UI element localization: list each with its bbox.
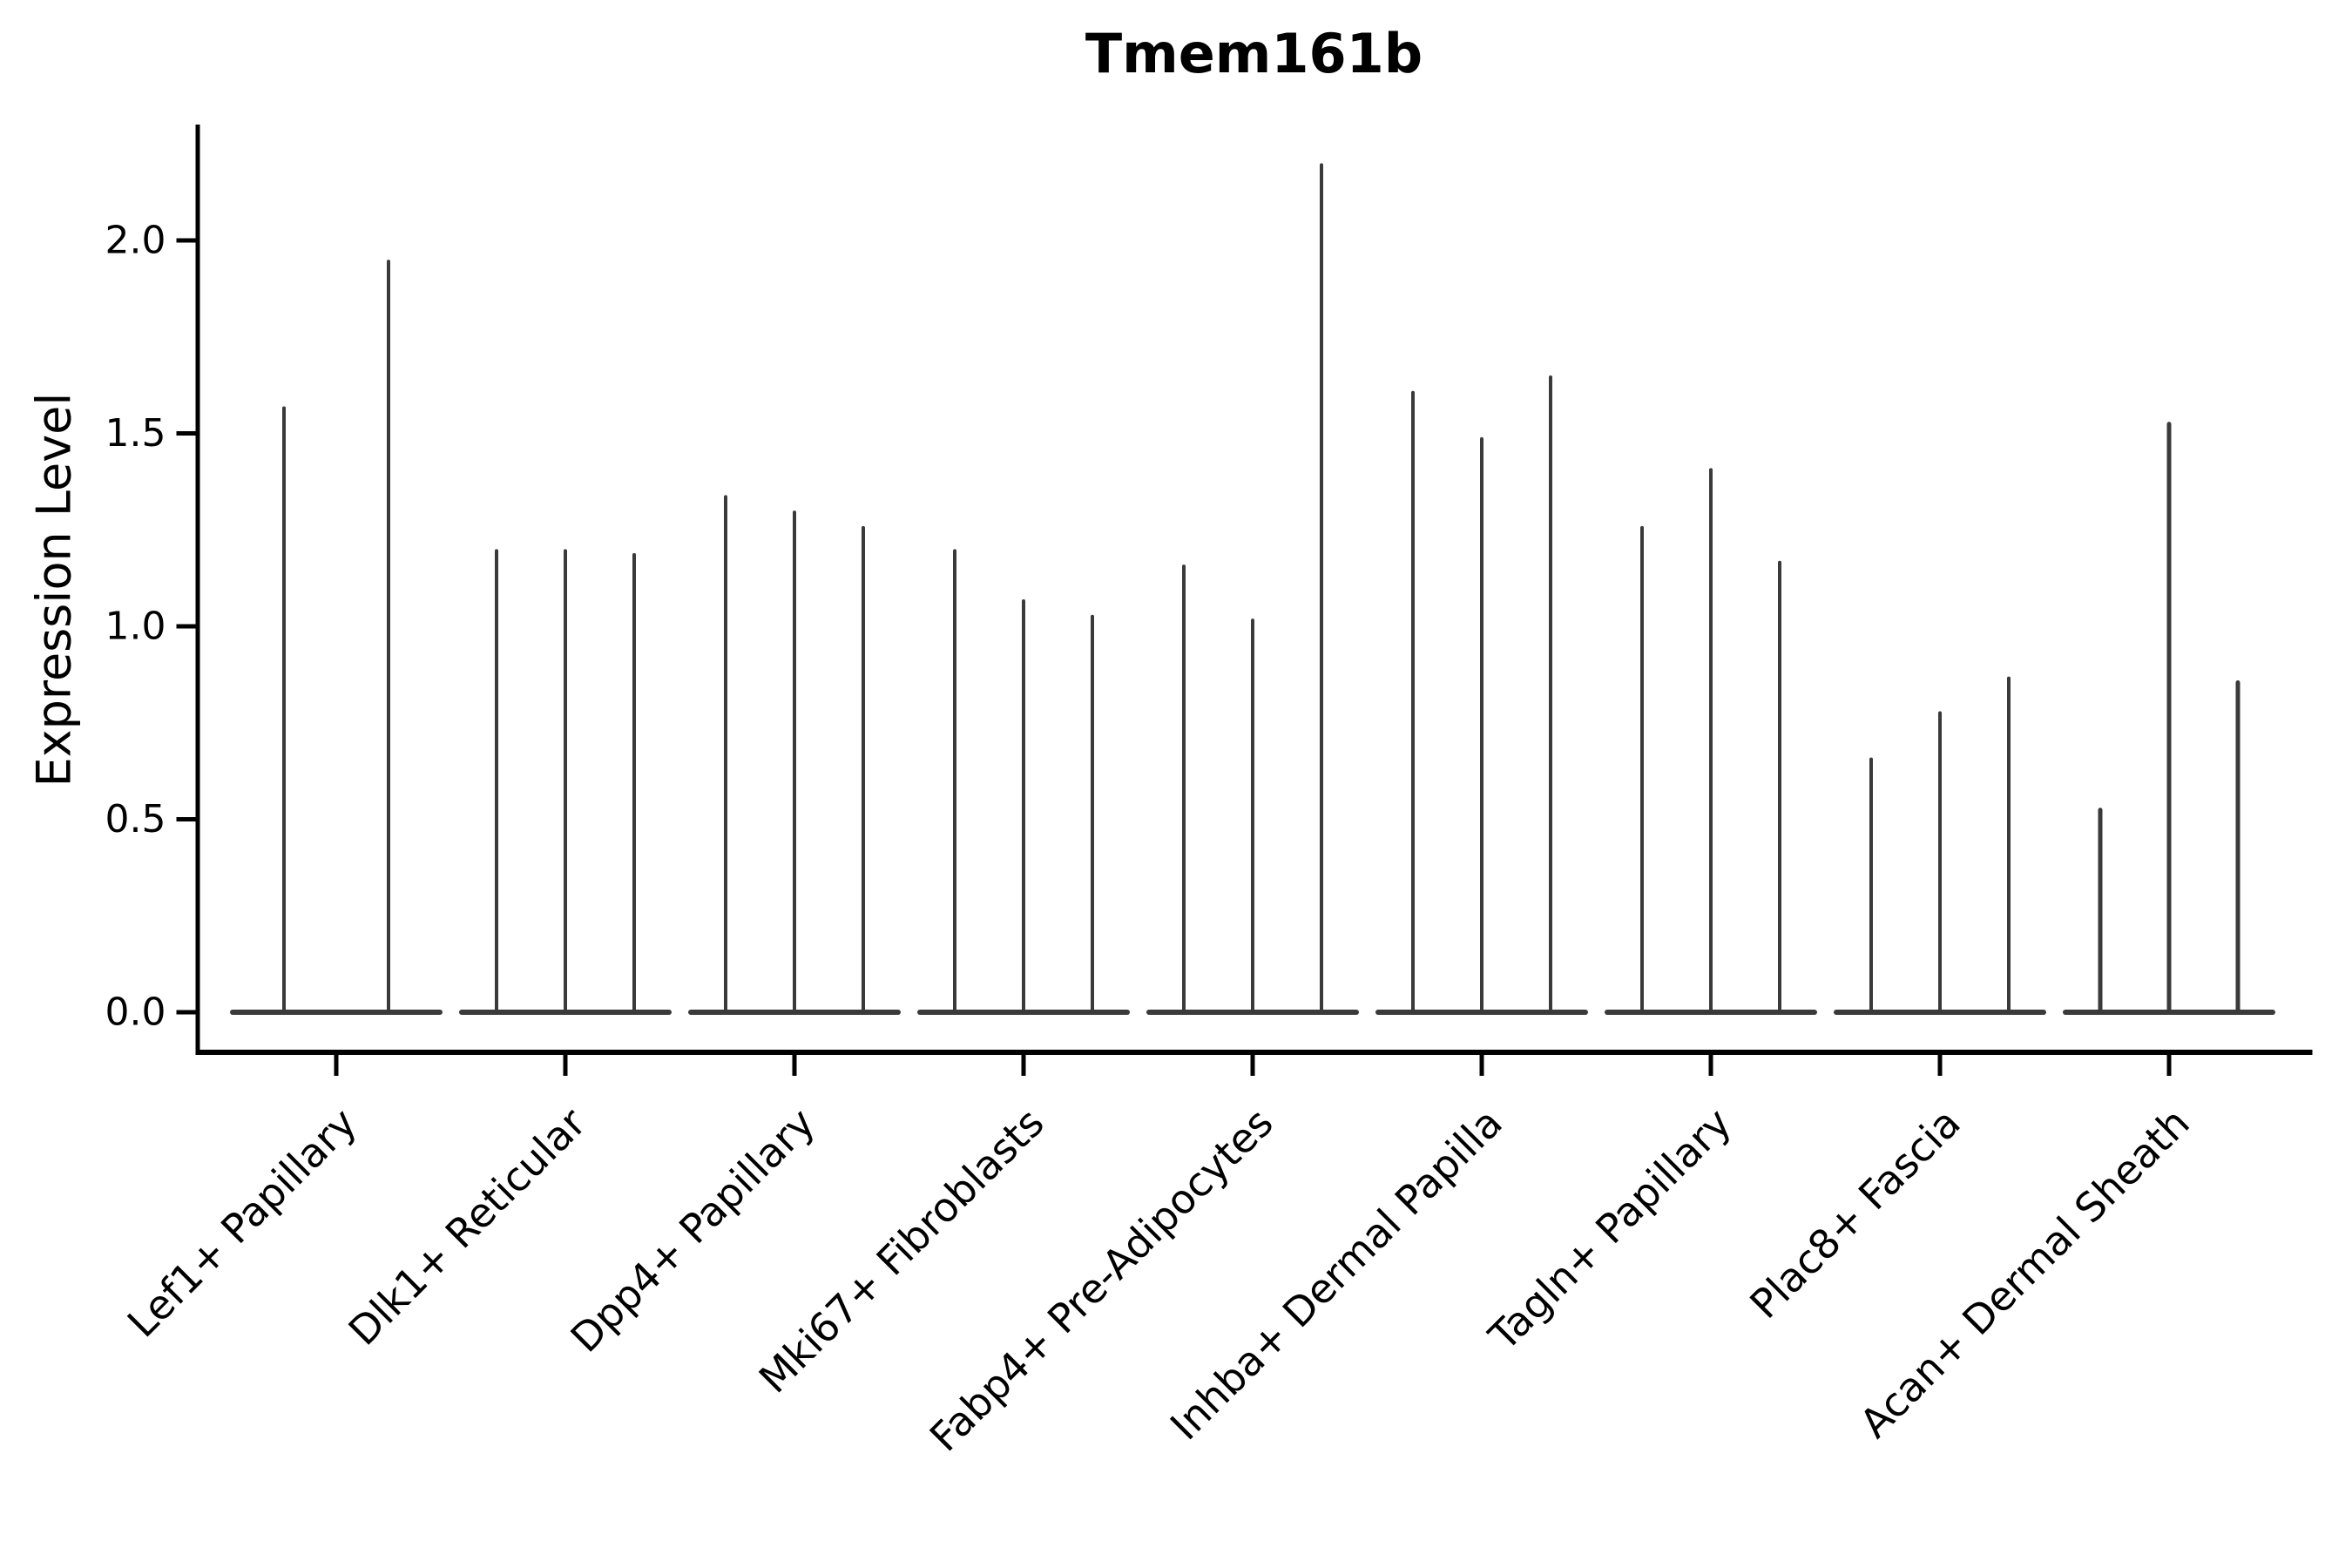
y-tick-label: 1.5 <box>105 411 166 456</box>
x-tick <box>1250 1055 1255 1076</box>
violin-spike <box>953 549 956 1015</box>
violin-spike <box>724 495 727 1015</box>
x-tick-label: Plac8+ Fascia <box>1740 1099 1969 1328</box>
y-axis-label: Expression Level <box>26 392 82 787</box>
y-tick-label: 1.0 <box>105 605 166 649</box>
violin-spike <box>1549 375 1552 1015</box>
x-tick-label: Dlk1+ Reticular <box>340 1099 595 1355</box>
violin-spike <box>2007 676 2011 1015</box>
x-tick-label: Tagln+ Papillary <box>1479 1099 1740 1361</box>
x-tick-label: Lef1+ Papillary <box>118 1099 366 1347</box>
x-tick <box>2166 1055 2172 1076</box>
violin-spike <box>1480 436 1484 1015</box>
violin-spike <box>1022 598 1025 1015</box>
y-tick-label: 0.0 <box>105 990 166 1035</box>
x-tick <box>1021 1055 1026 1076</box>
y-tick <box>176 1010 196 1015</box>
violin-spike <box>1778 560 1781 1015</box>
x-tick <box>563 1055 568 1076</box>
chart-title: Tmem161b <box>1085 22 1423 85</box>
violin-spike <box>793 510 796 1015</box>
x-tick <box>334 1055 339 1076</box>
violin-spike <box>2098 808 2103 1015</box>
violin-spike <box>1182 564 1186 1015</box>
x-tick-label: Dpp4+ Papillary <box>562 1099 824 1362</box>
x-tick <box>1479 1055 1484 1076</box>
violin-spike <box>1320 163 1323 1015</box>
bottom-spine <box>195 1050 2313 1055</box>
violin-spike <box>1938 711 1942 1015</box>
x-tick <box>1937 1055 1943 1076</box>
x-tick <box>792 1055 797 1076</box>
violin-spike <box>564 549 567 1015</box>
violin-spike <box>387 260 390 1015</box>
violin-spike <box>1869 757 1873 1015</box>
x-tick <box>1708 1055 1713 1076</box>
y-tick <box>176 817 196 821</box>
violin-spike <box>495 549 498 1015</box>
y-tick <box>176 238 196 243</box>
y-tick <box>176 624 196 629</box>
violin-spike <box>1411 390 1415 1015</box>
violin-spike <box>632 552 636 1015</box>
violin-baseline <box>230 1010 443 1015</box>
violin-spike <box>1091 614 1094 1015</box>
violin-spike <box>2166 422 2172 1016</box>
violin-spike <box>1251 618 1254 1015</box>
y-tick-label: 2.0 <box>105 219 166 263</box>
violin-spike <box>1640 525 1644 1015</box>
violin-spike <box>2235 680 2240 1015</box>
violin-spike <box>282 406 286 1015</box>
y-tick <box>176 431 196 436</box>
y-tick-label: 0.5 <box>105 797 166 841</box>
left-spine <box>195 125 200 1055</box>
violin-spike <box>1709 468 1713 1015</box>
violin-spike <box>862 525 865 1015</box>
